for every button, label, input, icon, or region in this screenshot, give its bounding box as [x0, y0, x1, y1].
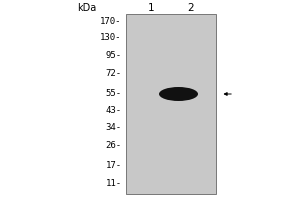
Bar	[126, 14, 216, 194]
Text: 11-: 11-	[105, 180, 122, 188]
Text: 26-: 26-	[105, 142, 122, 150]
Ellipse shape	[159, 87, 198, 101]
Text: 43-: 43-	[105, 106, 122, 114]
Text: 34-: 34-	[105, 123, 122, 132]
Text: 55-: 55-	[105, 90, 122, 98]
Text: kDa: kDa	[77, 3, 96, 13]
Text: 130-: 130-	[100, 33, 122, 43]
Text: 1: 1	[148, 3, 155, 13]
Text: 95-: 95-	[105, 51, 122, 60]
Text: 17-: 17-	[105, 162, 122, 170]
Text: 2: 2	[187, 3, 194, 13]
Text: 170-: 170-	[100, 18, 122, 26]
Text: 72-: 72-	[105, 70, 122, 78]
